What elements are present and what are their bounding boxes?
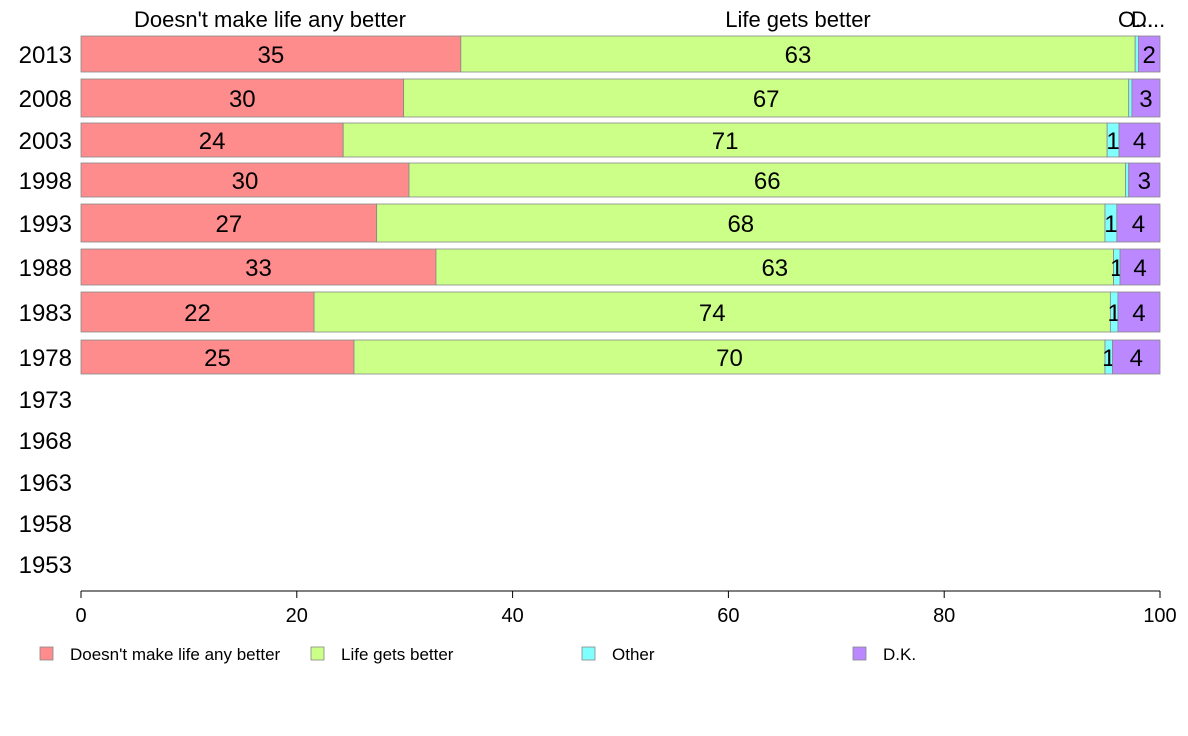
bar-segment bbox=[1125, 162, 1130, 198]
bar-segment bbox=[80, 203, 378, 243]
legend-swatch bbox=[852, 646, 867, 661]
year-label: 1988 bbox=[19, 255, 72, 282]
bar-segment bbox=[1112, 339, 1161, 375]
year-axis-labels: 2013 2008 2003 1998 1993 1988 1983 1978 1973 1968… bbox=[19, 42, 72, 579]
year-label: 1993 bbox=[19, 211, 72, 238]
bar-segment bbox=[403, 78, 1130, 118]
year-label: 2013 bbox=[19, 42, 72, 69]
top-label: Life gets better bbox=[725, 7, 871, 32]
data-label: 68 bbox=[727, 211, 754, 238]
data-label: 1 bbox=[1102, 345, 1115, 372]
year-label: 1978 bbox=[19, 345, 72, 372]
data-label: 4 bbox=[1132, 211, 1145, 238]
bar-segment bbox=[80, 35, 462, 73]
data-label: 3 bbox=[1138, 168, 1151, 195]
data-label: 63 bbox=[761, 255, 788, 282]
x-tick-label: 40 bbox=[501, 605, 523, 627]
data-label: 67 bbox=[753, 86, 780, 113]
data-label: 25 bbox=[204, 345, 231, 372]
bar-segment bbox=[460, 35, 1136, 73]
top-label: O... bbox=[1118, 7, 1153, 32]
data-label: 35 bbox=[258, 42, 285, 69]
bar-segment bbox=[1128, 162, 1161, 198]
year-label: 1963 bbox=[19, 470, 72, 497]
x-tick-label: 60 bbox=[717, 605, 739, 627]
bar-segment bbox=[1128, 78, 1133, 118]
bar-segment bbox=[1117, 291, 1161, 333]
data-label: 22 bbox=[184, 300, 211, 327]
data-label: 4 bbox=[1133, 128, 1146, 155]
year-label: 2008 bbox=[19, 86, 72, 113]
legend-label: Other bbox=[612, 645, 655, 664]
legend-label: D.K. bbox=[883, 645, 916, 664]
year-label: 1958 bbox=[19, 511, 72, 538]
bar-segment bbox=[1138, 35, 1161, 73]
bar-segment bbox=[80, 122, 344, 158]
x-tick-label: 20 bbox=[286, 605, 308, 627]
data-label: 4 bbox=[1130, 345, 1143, 372]
year-label: 1998 bbox=[19, 168, 72, 195]
bar-segment bbox=[1134, 35, 1139, 73]
data-label: 30 bbox=[229, 86, 256, 113]
data-label: 2 bbox=[1143, 42, 1156, 69]
bar-segment bbox=[435, 248, 1115, 286]
data-label: 1 bbox=[1104, 211, 1117, 238]
bar-segment bbox=[342, 122, 1108, 158]
x-tick-label: 80 bbox=[933, 605, 955, 627]
bar-segment bbox=[80, 339, 355, 375]
legend-swatch bbox=[310, 646, 325, 661]
data-label: 71 bbox=[712, 128, 739, 155]
top-label: Doesn't make life any better bbox=[134, 7, 406, 32]
legend-swatch bbox=[581, 646, 596, 661]
year-label: 1953 bbox=[19, 552, 72, 579]
bar-rows: 35 63 230 67 324 71 1 430 66 327 68 1 433 63 1 422 74 1 42… bbox=[80, 35, 1161, 375]
year-label: 1983 bbox=[19, 300, 72, 327]
data-label: 4 bbox=[1132, 300, 1145, 327]
bar-segment bbox=[376, 203, 1106, 243]
year-label: 2003 bbox=[19, 128, 72, 155]
legend-swatch bbox=[39, 646, 54, 661]
data-label: 1 bbox=[1107, 300, 1120, 327]
bar-segment bbox=[408, 162, 1126, 198]
data-label: 27 bbox=[215, 211, 242, 238]
data-label: 30 bbox=[232, 168, 259, 195]
top-segment-labels: Doesn't make life any better Life gets be… bbox=[134, 7, 1165, 32]
bar-segment bbox=[1116, 203, 1161, 243]
data-label: 24 bbox=[199, 128, 226, 155]
bar-segment bbox=[313, 291, 1111, 333]
year-label: 1973 bbox=[19, 387, 72, 414]
bar-segment bbox=[80, 291, 315, 333]
data-label: 1 bbox=[1106, 128, 1119, 155]
bar-segment bbox=[1119, 248, 1161, 286]
x-tick-label: 100 bbox=[1143, 605, 1176, 627]
bar-segment bbox=[1118, 122, 1161, 158]
legend: Doesn't make life any better Life gets be… bbox=[39, 645, 916, 664]
bar-segment bbox=[80, 248, 437, 286]
data-label: 74 bbox=[699, 300, 726, 327]
bar-segment bbox=[353, 339, 1106, 375]
x-axis: 0 20 40 60 80 100 bbox=[75, 590, 1177, 627]
data-label: 63 bbox=[785, 42, 812, 69]
data-label: 4 bbox=[1133, 255, 1146, 282]
data-label: 33 bbox=[245, 255, 272, 282]
x-tick-label: 0 bbox=[75, 605, 86, 627]
legend-label: Doesn't make life any better bbox=[70, 645, 281, 664]
legend-label: Life gets better bbox=[341, 645, 454, 664]
top-label: D... bbox=[1131, 7, 1165, 32]
data-label: 3 bbox=[1139, 86, 1152, 113]
bar-segment bbox=[1131, 78, 1161, 118]
data-label: 70 bbox=[716, 345, 743, 372]
data-label: 66 bbox=[754, 168, 781, 195]
year-label: 1968 bbox=[19, 428, 72, 455]
